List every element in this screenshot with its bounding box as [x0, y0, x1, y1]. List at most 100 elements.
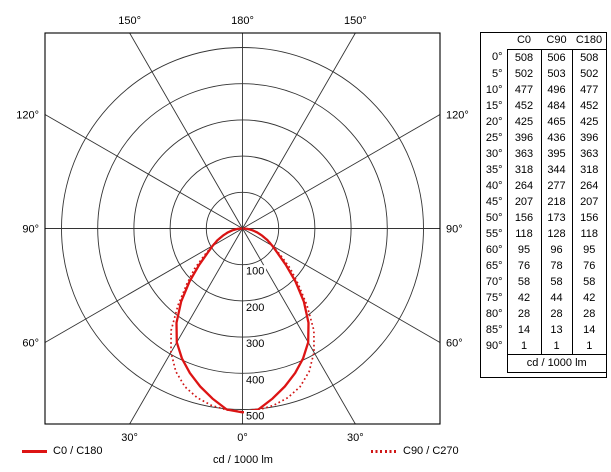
value-cell: 508 [571, 49, 606, 66]
value-cell: 118 [506, 225, 541, 242]
radial-tick-label: 200 [246, 302, 264, 314]
grid-circle [205, 191, 280, 266]
value-cell: 95 [571, 241, 606, 258]
value-cell: 1 [571, 337, 606, 354]
value-cell: 58 [506, 273, 541, 290]
chart-frame [44, 32, 441, 425]
table-row: 55° 118 128 118 [481, 225, 606, 242]
value-cell: 277 [540, 177, 572, 194]
grid-radial-line [129, 228, 243, 424]
value-cell: 452 [571, 97, 606, 114]
value-cell: 96 [540, 241, 572, 258]
value-cell: 28 [506, 305, 541, 322]
legend-c90-c270: C90 / C270 [371, 445, 459, 457]
value-cell: 14 [571, 321, 606, 338]
intensity-table-grid: C0 C90 C180 0° 508 506 508 5° 502 503 502 10° 477 496… [481, 33, 606, 373]
angle-tick-label: 30° [121, 432, 138, 444]
value-cell: 58 [571, 273, 606, 290]
angle-cell: 20° [485, 115, 503, 128]
value-cell: 264 [571, 177, 606, 194]
angle-cell: 30° [485, 147, 503, 160]
value-cell: 318 [571, 161, 606, 178]
value-cell: 506 [540, 49, 572, 66]
value-cell: 477 [571, 81, 606, 98]
value-cell: 503 [540, 65, 572, 82]
table-row: 30° 363 395 363 [481, 145, 606, 162]
angle-tick-label: 150° [344, 15, 367, 27]
value-cell: 78 [540, 257, 572, 274]
table-row: 75° 42 44 42 [481, 289, 606, 306]
radial-tick-label: 100 [246, 266, 264, 278]
angle-cell: 40° [485, 179, 503, 192]
angle-tick-label: 0° [237, 432, 248, 444]
plot-area [45, 33, 440, 424]
value-cell: 436 [540, 129, 572, 146]
table-row: 50° 156 173 156 [481, 209, 606, 226]
table-row: 20° 425 465 425 [481, 113, 606, 130]
value-cell: 207 [506, 193, 541, 210]
angle-cell: 85° [485, 323, 503, 336]
value-cell: 396 [571, 129, 606, 146]
value-cell: 452 [506, 97, 541, 114]
table-footer-row: cd / 1000 lm [481, 353, 606, 373]
grid-circle [61, 47, 424, 410]
table-corner-cell [481, 33, 507, 49]
curve-c90-c270 [170, 227, 315, 413]
grid-radial-line [45, 113, 243, 229]
table-row: 65° 76 78 76 [481, 257, 606, 274]
polar-diagram: 100 200 300 400 500 0° 30° 30° 60° 60° 90° 90° 120° 1… [16, 15, 469, 444]
angle-tick-label: 120° [446, 109, 469, 121]
grid-circle [133, 119, 352, 338]
value-cell: 363 [506, 145, 541, 162]
angle-cell: 0° [491, 51, 503, 64]
value-cell: 508 [506, 49, 541, 66]
table-row: 10° 477 496 477 [481, 81, 606, 98]
grid-radial-line [242, 113, 440, 229]
table-row: 25° 396 436 396 [481, 129, 606, 146]
value-cell: 363 [571, 145, 606, 162]
value-cell: 218 [540, 193, 572, 210]
angle-tick-label: 60° [446, 338, 463, 350]
angle-tick-label: 120° [16, 109, 39, 121]
value-cell: 95 [506, 241, 541, 258]
radial-tick-label: 500 [246, 411, 264, 423]
column-header: C90 [541, 33, 572, 50]
table-row: 15° 452 484 452 [481, 97, 606, 114]
table-header-row: C0 C90 C180 [481, 33, 606, 50]
angle-cell: 50° [485, 211, 503, 224]
value-cell: 425 [571, 113, 606, 130]
radial-tick-label: 300 [246, 338, 264, 350]
angle-cell: 90° [485, 339, 503, 352]
value-cell: 76 [506, 257, 541, 274]
angle-tick-label: 180° [231, 15, 254, 27]
value-cell: 44 [540, 289, 572, 306]
value-cell: 477 [506, 81, 541, 98]
value-cell: 1 [540, 337, 572, 354]
table-row: 70° 58 58 58 [481, 273, 606, 290]
value-cell: 42 [506, 289, 541, 306]
legend-c0-c180: C0 / C180 [22, 445, 103, 457]
table-row: 45° 207 218 207 [481, 193, 606, 210]
value-cell: 344 [540, 161, 572, 178]
value-cell: 318 [506, 161, 541, 178]
grid-circle [97, 83, 388, 374]
table-row: 80° 28 28 28 [481, 305, 606, 322]
column-header: C0 [507, 33, 541, 50]
legend-c0-c180-label: C0 / C180 [53, 445, 103, 457]
axis-unit-label: cd / 1000 lm [213, 454, 273, 466]
dotted-line-swatch [371, 449, 397, 453]
table-row: 90° 1 1 1 [481, 337, 606, 354]
value-cell: 207 [571, 193, 606, 210]
value-cell: 28 [571, 305, 606, 322]
value-cell: 13 [540, 321, 572, 338]
grid-radial-line [45, 228, 243, 344]
column-header: C180 [572, 33, 606, 50]
value-cell: 484 [540, 97, 572, 114]
radial-label-bg [244, 265, 266, 277]
angle-cell: 45° [485, 195, 503, 208]
table-row: 5° 502 503 502 [481, 65, 606, 82]
angle-tick-label: 60° [22, 338, 39, 350]
value-cell: 425 [506, 113, 541, 130]
grid-radial-line [242, 228, 356, 424]
